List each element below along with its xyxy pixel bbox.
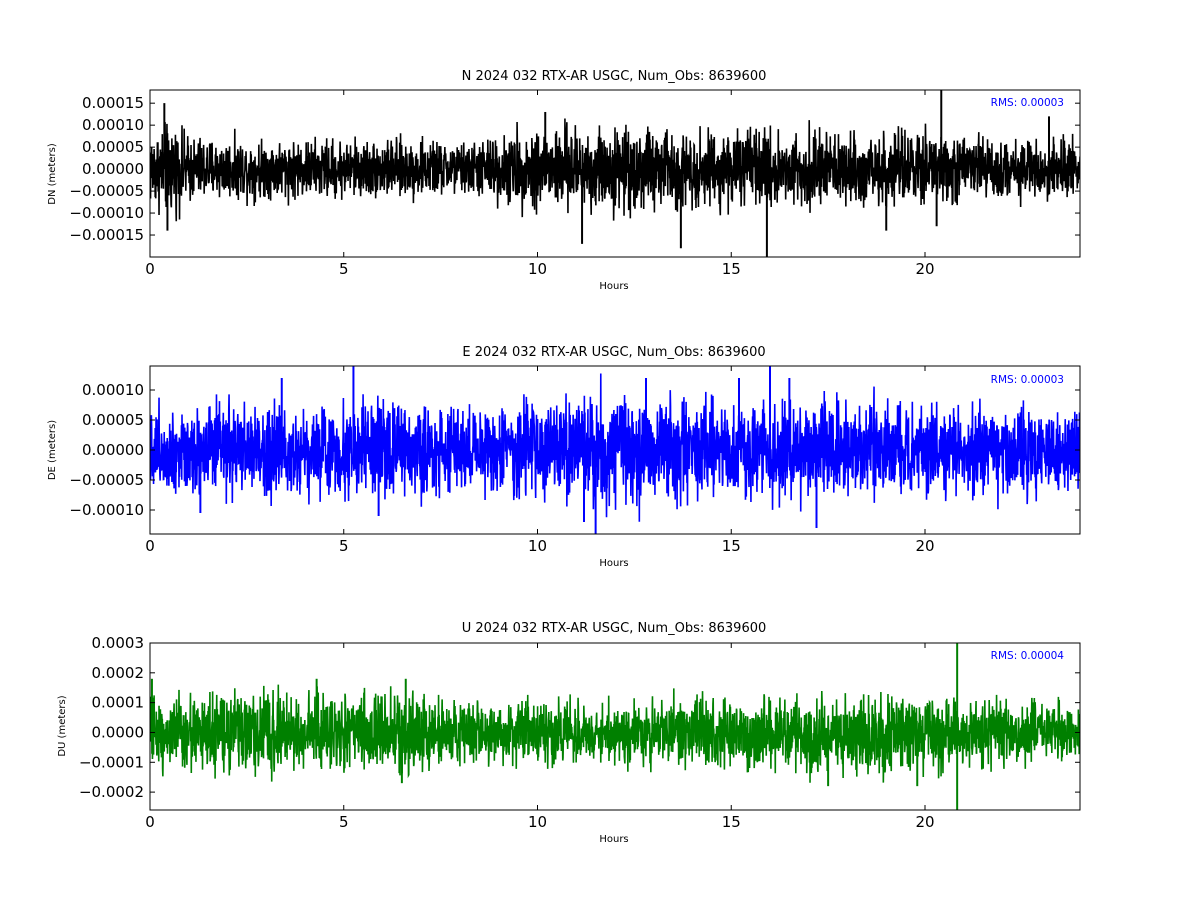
y-axis-label: DU (meters): [57, 695, 68, 756]
x-tick-label: 20: [915, 260, 934, 278]
y-tick-label: 0.00010: [82, 116, 144, 134]
y-tick-label: 0.0001: [92, 694, 145, 712]
x-tick-label: 15: [722, 813, 741, 831]
x-tick-label: 0: [145, 260, 155, 278]
y-tick-label: −0.00010: [69, 501, 144, 519]
y-tick-label: 0.0002: [92, 664, 145, 682]
panel-title: U 2024 032 RTX-AR USGC, Num_Obs: 8639600: [462, 621, 767, 636]
x-tick-label: 20: [915, 813, 934, 831]
x-tick-label: 15: [722, 260, 741, 278]
y-tick-label: −0.0002: [79, 783, 144, 801]
rms-annotation: RMS: 0.00003: [991, 374, 1064, 386]
y-tick-label: 0.00000: [82, 441, 144, 459]
y-tick-label: −0.00015: [69, 226, 144, 244]
y-tick-label: 0.00010: [82, 381, 144, 399]
plot-area: 0 5 10 15 20 −0.00010 −0.00005 0.00000 0.00005 0.…: [69, 365, 1081, 555]
rms-annotation: RMS: 0.00004: [991, 650, 1065, 662]
panel-n: N 2024 032 RTX-AR USGC, Num_Obs: 8639600…: [47, 69, 1081, 292]
y-tick-label: −0.00010: [69, 204, 144, 222]
y-tick-label: 0.00015: [82, 94, 144, 112]
y-tick-label: −0.0001: [79, 753, 144, 771]
panel-title: E 2024 032 RTX-AR USGC, Num_Obs: 8639600: [462, 345, 765, 360]
x-tick-label: 10: [528, 813, 547, 831]
x-tick-label: 15: [722, 537, 741, 555]
axes-frame: [149, 89, 1081, 258]
axes-frame: [149, 642, 1081, 811]
series-trace: [150, 118, 1080, 222]
x-tick-label: 5: [339, 260, 349, 278]
x-tick-label: 10: [528, 537, 547, 555]
x-tick-label: 0: [145, 537, 155, 555]
x-tick-label: 5: [339, 813, 349, 831]
plot-area: 0 5 10 15 20 −0.00015 −0.00010 −0.00005 0.00000 0…: [69, 89, 1081, 278]
x-tick-label: 20: [915, 537, 934, 555]
x-tick-label: 0: [145, 813, 155, 831]
y-tick-label: 0.00005: [82, 411, 144, 429]
series-trace: [150, 373, 1080, 522]
x-axis-label: Hours: [599, 558, 628, 569]
x-tick-label: 10: [528, 260, 547, 278]
y-tick-label: 0.0003: [92, 634, 145, 652]
y-tick-label: −0.00005: [69, 471, 144, 489]
y-tick-label: 0.0000: [92, 723, 145, 741]
y-tick-label: −0.00005: [69, 182, 144, 200]
panel-u: U 2024 032 RTX-AR USGC, Num_Obs: 8639600…: [57, 621, 1081, 845]
y-tick-label: 0.00005: [82, 138, 144, 156]
y-axis-label: DN (meters): [47, 143, 58, 205]
x-axis-label: Hours: [599, 834, 628, 845]
plot-area: 0 5 10 15 20 −0.0002 −0.0001 0.0000 0.0001 0.0002…: [79, 634, 1081, 831]
y-axis-label: DE (meters): [47, 420, 58, 480]
panel-e: E 2024 032 RTX-AR USGC, Num_Obs: 8639600…: [47, 345, 1081, 569]
panel-title: N 2024 032 RTX-AR USGC, Num_Obs: 8639600: [462, 69, 767, 84]
rms-annotation: RMS: 0.00003: [991, 97, 1064, 109]
x-axis-label: Hours: [599, 281, 628, 292]
series-trace: [150, 684, 1080, 783]
y-tick-label: 0.00000: [82, 160, 144, 178]
x-tick-label: 5: [339, 537, 349, 555]
